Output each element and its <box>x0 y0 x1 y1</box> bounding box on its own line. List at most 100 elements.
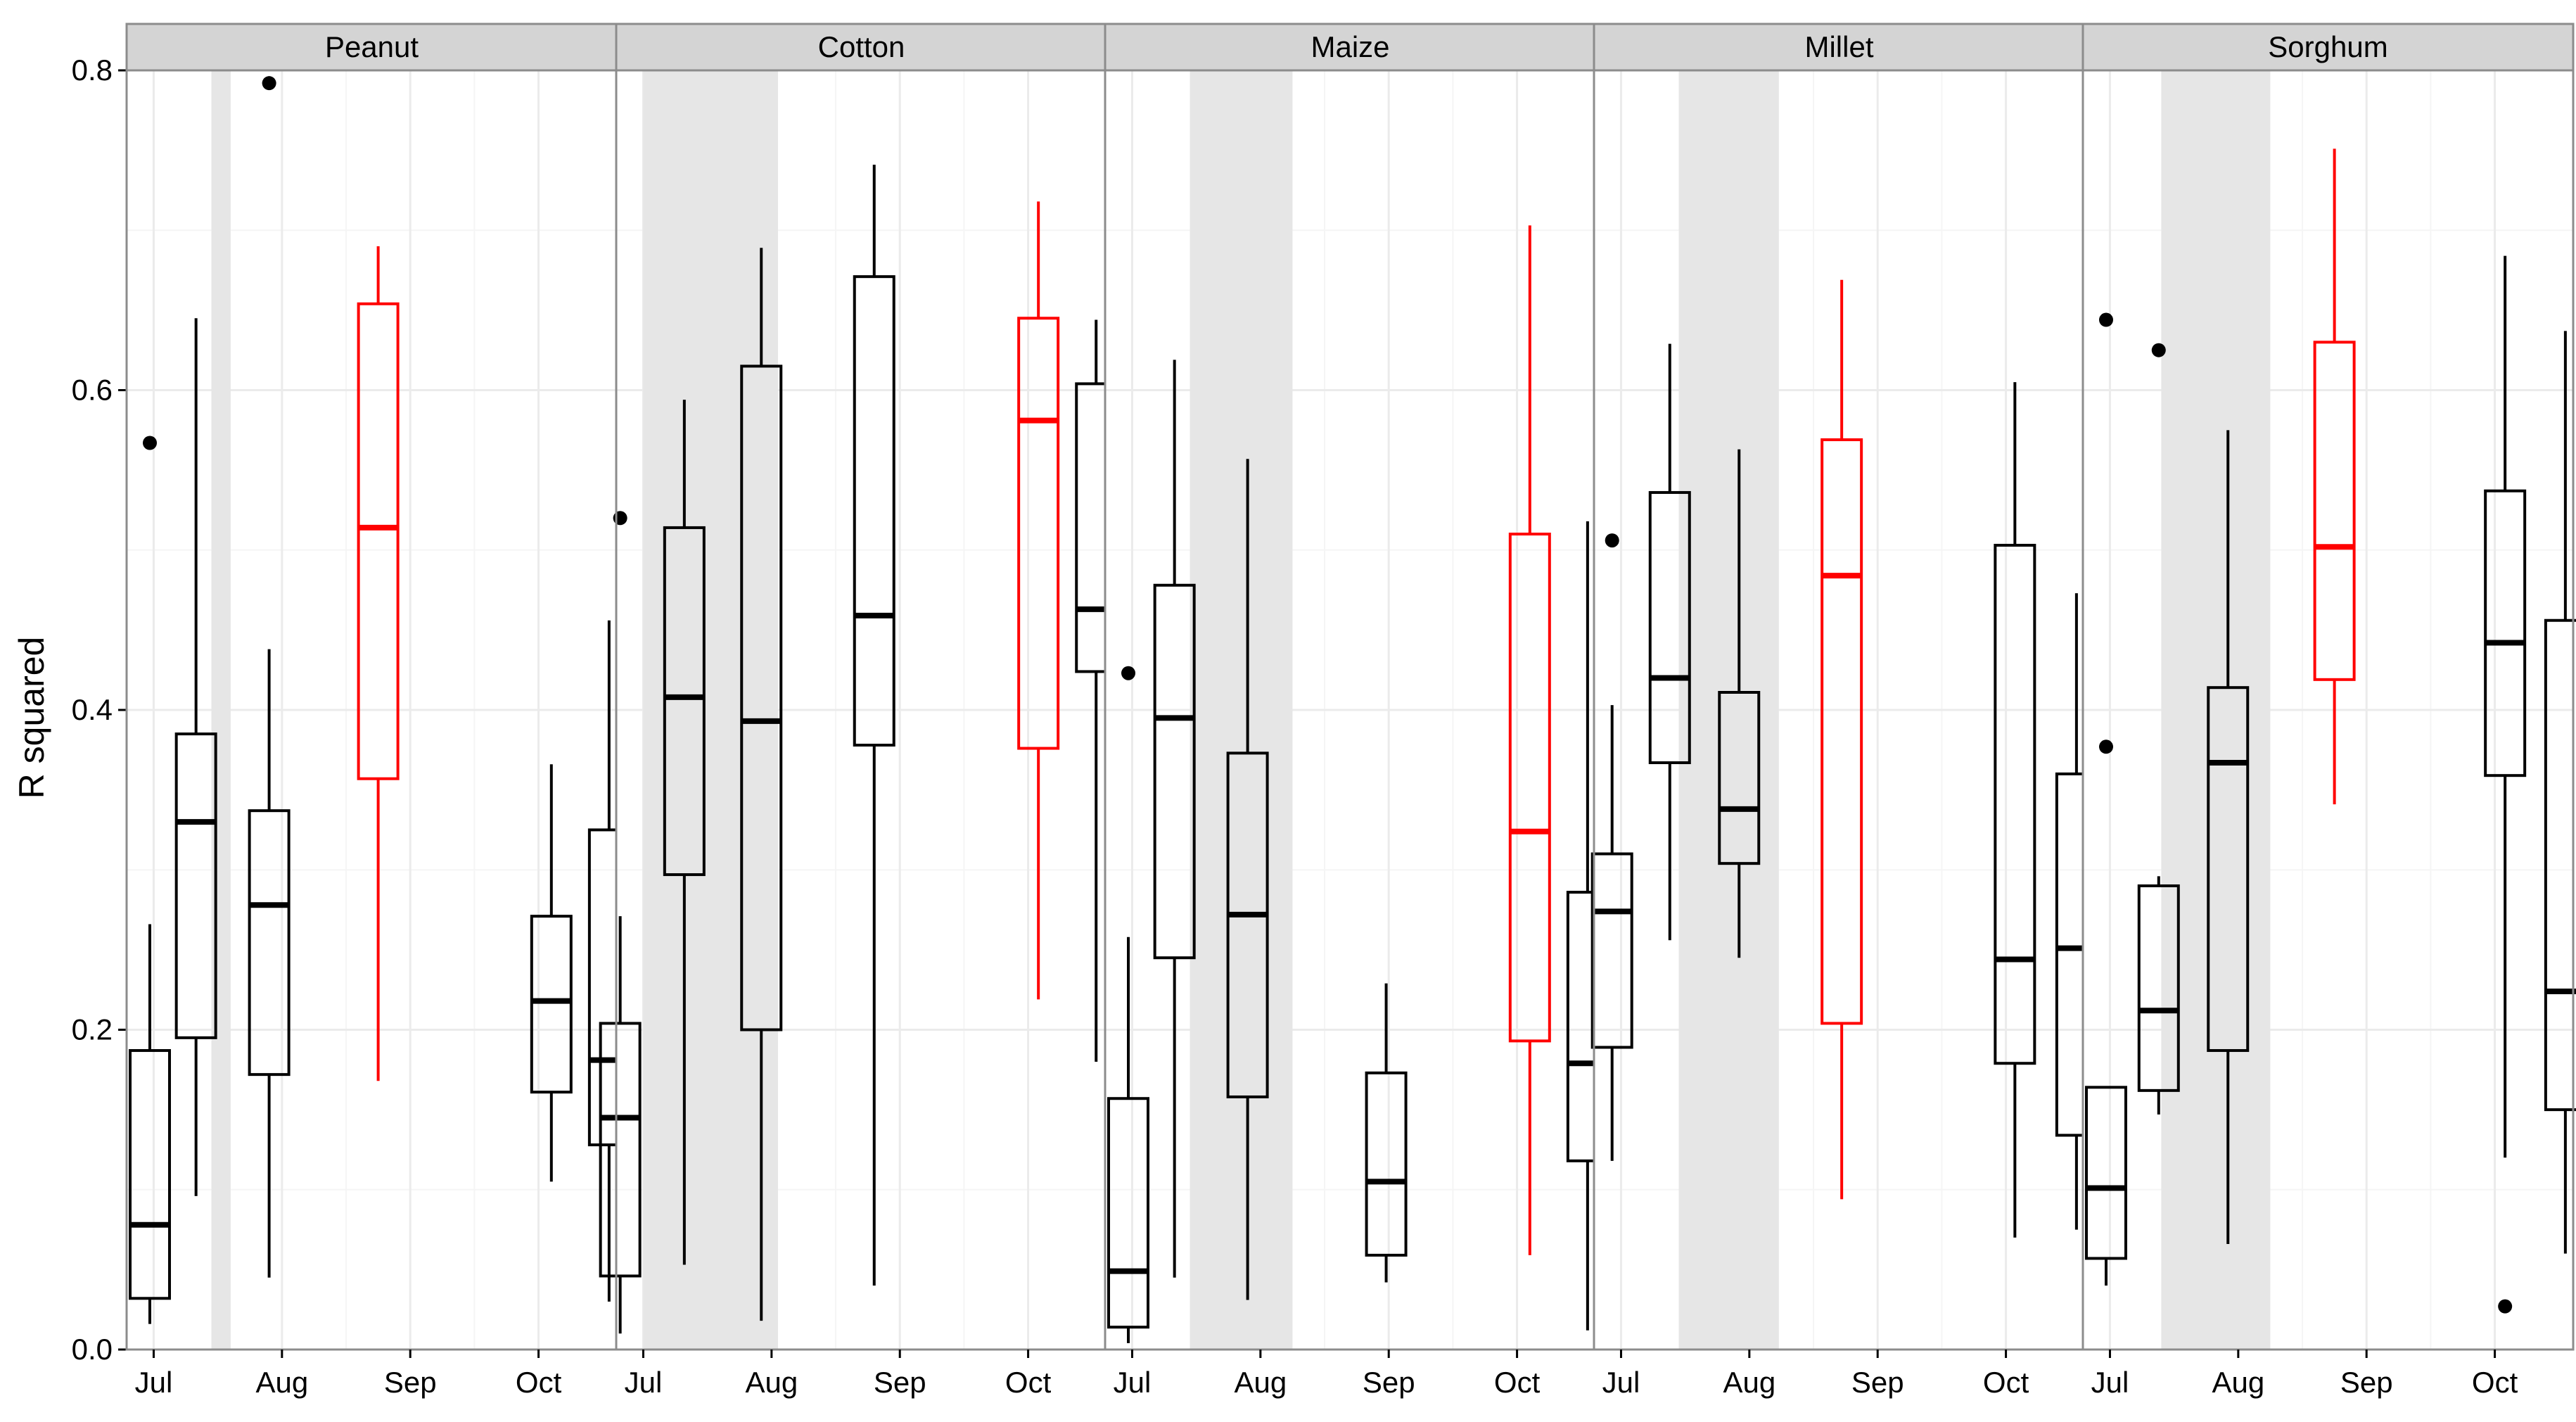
shaded-band <box>211 70 231 1350</box>
box-3 <box>1226 459 1269 1300</box>
box-1 <box>1107 666 1150 1343</box>
box-body <box>599 1022 642 1278</box>
box-body <box>1153 583 1196 960</box>
panel-millet: Millet Jul Aug Sep Oct <box>1590 23 2098 1399</box>
box-2 <box>1153 360 1196 1278</box>
panel-maize: Maize Jul Aug Sep Oct <box>1104 23 1609 1399</box>
box-body <box>357 302 400 780</box>
outlier-point <box>2099 312 2114 327</box>
box-1 <box>1590 533 1633 1161</box>
x-tick-label: Oct <box>1005 1366 1052 1399</box>
box-body <box>248 809 291 1077</box>
box-body <box>1994 543 2036 1065</box>
x-tick-label: Sep <box>384 1366 437 1399</box>
outlier-point <box>1121 666 1136 680</box>
strip-label: Millet <box>1804 30 1873 63</box>
outlier-point <box>2099 739 2114 754</box>
box-body <box>1107 1097 1150 1329</box>
box-body <box>2544 618 2576 1112</box>
box-body <box>663 526 706 877</box>
box-body <box>2207 686 2250 1053</box>
x-tick-label: Jul <box>1114 1366 1152 1399</box>
box-5 <box>1994 382 2036 1238</box>
box-4 <box>853 165 895 1286</box>
x-tick-label: Aug <box>255 1366 308 1399</box>
box-2 <box>174 318 217 1196</box>
box-body <box>2137 884 2180 1092</box>
x-tick-label: Aug <box>1723 1366 1775 1399</box>
box-body <box>853 275 895 747</box>
x-tick-label: Oct <box>1494 1366 1541 1399</box>
strip-background <box>2081 23 2575 72</box>
box-body <box>1821 438 1863 1025</box>
box-5 <box>1017 201 1060 1000</box>
shaded-band <box>2161 70 2271 1350</box>
box-3 <box>740 248 783 1321</box>
x-tick-label: Sep <box>2340 1366 2393 1399</box>
x-tick-label: Sep <box>874 1366 926 1399</box>
box-4 <box>357 246 400 1081</box>
panel-peanut: Peanut Jul Aug Sep Oct <box>125 23 630 1399</box>
x-tick-label: Jul <box>1602 1366 1640 1399</box>
box-body <box>1017 317 1060 750</box>
outlier-point <box>2498 1299 2513 1314</box>
box-5 <box>530 764 573 1182</box>
box-body <box>1648 490 1691 764</box>
box-1 <box>2085 312 2128 1286</box>
box-2 <box>663 400 706 1265</box>
x-tick-label: Jul <box>2091 1366 2129 1399</box>
y-tick-label: 0.0 <box>72 1333 113 1366</box>
box-5 <box>1508 225 1551 1255</box>
y-axis-label: R squared <box>12 637 51 799</box>
box-body <box>174 732 217 1039</box>
box-4 <box>2313 148 2356 805</box>
box-2 <box>1648 343 1691 941</box>
y-tick-label: 0.8 <box>72 53 113 87</box>
x-tick-label: Oct <box>2472 1366 2518 1399</box>
box-5 <box>2484 255 2527 1314</box>
x-tick-label: Aug <box>745 1366 798 1399</box>
box-3 <box>248 76 291 1278</box>
x-tick-label: Aug <box>2212 1366 2264 1399</box>
y-tick-label: 0.6 <box>72 374 113 407</box>
box-body <box>1365 1071 1408 1257</box>
box-2 <box>2137 343 2180 1115</box>
shaded-band <box>1678 70 1779 1350</box>
box-body <box>1718 691 1761 865</box>
box-body <box>1590 852 1633 1049</box>
x-tick-label: Oct <box>516 1366 562 1399</box>
box-body <box>1508 533 1551 1043</box>
outlier-point <box>2151 343 2166 357</box>
outlier-point <box>262 76 276 91</box>
box-4 <box>1821 279 1863 1200</box>
box-body <box>2313 341 2356 681</box>
x-tick-label: Aug <box>1234 1366 1287 1399</box>
strip-background <box>615 23 1108 72</box>
strip-background <box>1593 23 2086 72</box>
outlier-point <box>1605 533 1619 548</box>
strip-background <box>1104 23 1597 72</box>
outlier-point <box>143 436 158 450</box>
box-body <box>530 915 573 1094</box>
x-tick-label: Sep <box>1851 1366 1904 1399</box>
strip-label: Maize <box>1311 30 1389 63</box>
box-6 <box>2544 331 2576 1254</box>
box-body <box>740 364 783 1031</box>
x-tick-label: Jul <box>625 1366 663 1399</box>
box-body <box>2484 489 2527 777</box>
strip-label: Sorghum <box>2268 30 2387 63</box>
box-body <box>129 1049 172 1300</box>
box-4 <box>1365 983 1408 1283</box>
box-3 <box>1718 449 1761 958</box>
x-tick-label: Sep <box>1363 1366 1415 1399</box>
panel-sorghum: Sorghum Jul Aug Sep Oct <box>2081 23 2576 1399</box>
strip-label: Cotton <box>818 30 905 63</box>
box-body <box>1226 751 1269 1098</box>
panels-layer: 0.0 0.2 0.4 0.6 0.8 Peanut Jul Aug Sep Oct Cotton J… <box>72 23 2576 1399</box>
shaded-band <box>1190 70 1293 1350</box>
x-tick-label: Jul <box>135 1366 173 1399</box>
x-tick-label: Oct <box>1983 1366 2029 1399</box>
box-body <box>2085 1086 2128 1260</box>
y-tick-label: 0.4 <box>72 693 113 726</box>
